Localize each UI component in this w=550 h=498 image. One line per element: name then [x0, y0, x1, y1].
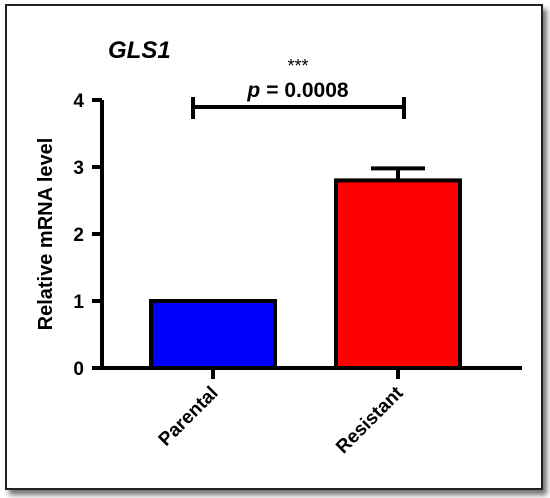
p-symbol: p	[246, 79, 260, 102]
y-axis-label: Relative mRNA level	[35, 138, 57, 331]
y-tick-label-0: 0	[73, 359, 84, 380]
x-tick-label-resistant: Resistant	[332, 382, 408, 458]
chart-title: GLS1	[108, 37, 171, 64]
y-tick-label-1: 1	[73, 292, 84, 313]
p-value: = 0.0008	[266, 79, 349, 102]
significance-annotation: *** p = 0.0008	[191, 56, 406, 119]
y-tick-label-2: 2	[73, 225, 84, 246]
x-tick-label-parental: Parental	[155, 383, 223, 451]
bar-parental	[149, 299, 277, 370]
bar-resistant	[334, 178, 462, 370]
y-tick-label-3: 3	[73, 158, 84, 179]
y-tick-label-4: 4	[73, 91, 84, 112]
p-value-label: p = 0.0008	[246, 79, 348, 102]
significance-stars: ***	[287, 56, 308, 76]
